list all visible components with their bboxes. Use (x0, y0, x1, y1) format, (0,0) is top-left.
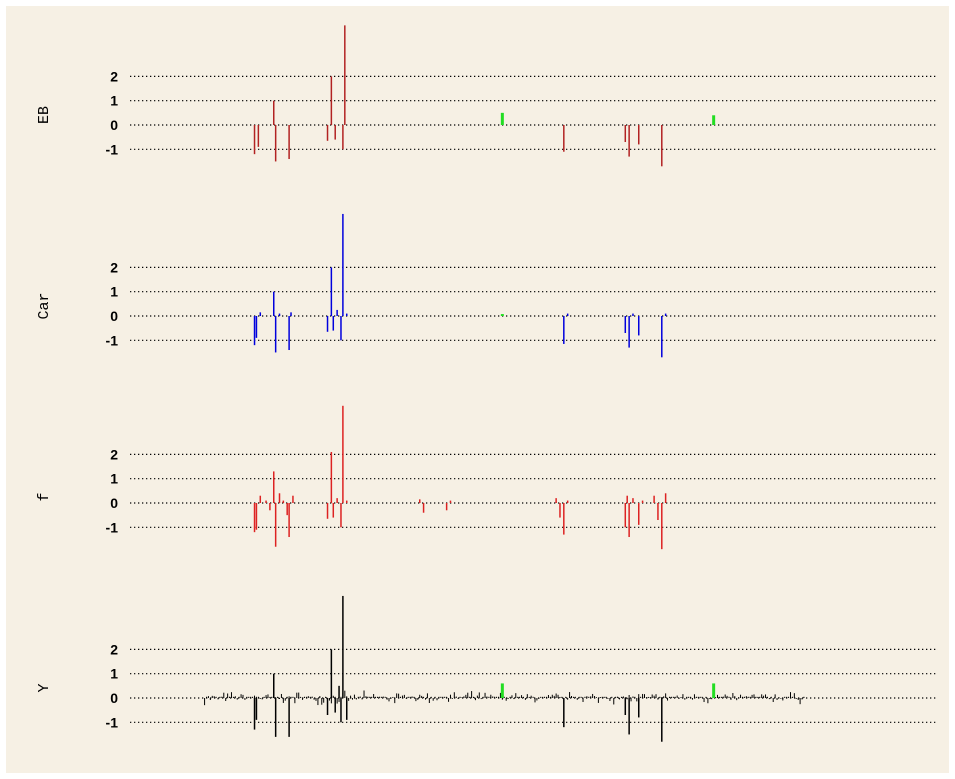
y-tick-label: 2 (110, 641, 118, 657)
y-tick-label: 0 (110, 495, 118, 511)
y-tick-label: 0 (110, 308, 118, 324)
panel-eb: EB 2 1 0 -1 (36, 25, 938, 167)
y-tick-label: -1 (106, 141, 119, 157)
y-tick-label: -1 (106, 714, 119, 730)
y-tick-label: -1 (106, 332, 119, 348)
panel-title: f (36, 492, 53, 501)
panel-car: Car 2 1 0 -1 (36, 213, 938, 358)
plot-background (6, 6, 949, 773)
panel-title: Y (36, 683, 53, 692)
y-tick-label: 1 (110, 93, 118, 109)
y-tick-label: 2 (110, 446, 118, 462)
y-tick-label: 0 (110, 117, 118, 133)
y-tick-label: 1 (110, 284, 118, 300)
panel-f: f 2 1 0 -1 (36, 405, 938, 550)
y-tick-label: 2 (110, 259, 118, 275)
panel-y: Y 2 1 0 -1 (36, 595, 938, 742)
y-tick-label: 0 (110, 690, 118, 706)
y-tick-label: 1 (110, 666, 118, 682)
panel-title: Car (36, 292, 53, 319)
y-tick-label: 1 (110, 471, 118, 487)
y-tick-label: -1 (106, 519, 119, 535)
y-tick-label: 2 (110, 68, 118, 84)
panel-title: EB (36, 106, 53, 124)
